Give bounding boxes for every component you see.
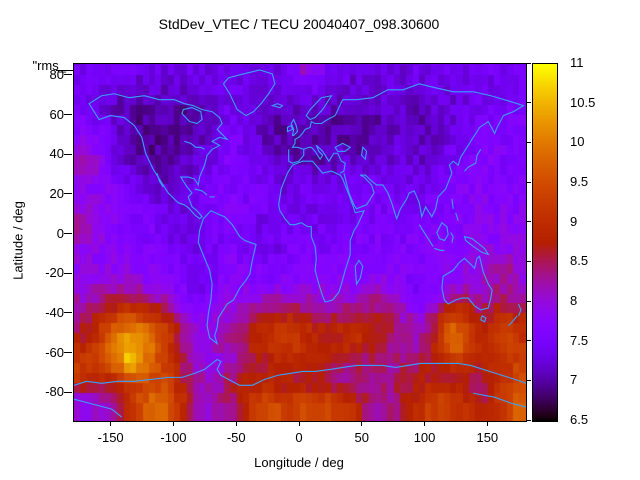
colorbar-gradient <box>533 64 557 421</box>
y-tick-label: 0 <box>56 225 64 241</box>
y-tick <box>64 193 72 195</box>
y-tick <box>64 153 72 155</box>
colorbar-tick-label: 9 <box>570 213 578 229</box>
colorbar-tick <box>526 141 531 143</box>
colorbar-tick <box>526 340 531 342</box>
colorbar-tick <box>526 419 531 421</box>
x-tick <box>486 422 488 426</box>
map-plot-area <box>73 63 527 422</box>
colorbar-tick <box>526 181 531 183</box>
chart-title: StdDev_VTEC / TECU 20040407_098.30600 <box>158 16 440 32</box>
colorbar <box>532 63 558 422</box>
colorbar-tick-label: 9.5 <box>570 174 589 189</box>
y-tick <box>64 114 72 116</box>
y-tick-label: 80 <box>49 66 64 82</box>
key-line-sample <box>56 70 73 71</box>
colorbar-tick <box>526 300 531 302</box>
x-tick-label: -100 <box>160 430 187 445</box>
colorbar-tick-label: 8.5 <box>570 253 589 269</box>
colorbar-tick-label: 10 <box>570 134 585 150</box>
x-tick-label: 0 <box>295 430 303 445</box>
colorbar-tick <box>526 221 531 223</box>
colorbar-tick-label: 11 <box>570 55 584 70</box>
x-tick-label: -50 <box>226 430 246 445</box>
colorbar-tick-label: 10.5 <box>570 94 596 110</box>
colorbar-tick-label: 7 <box>570 372 578 388</box>
y-tick-label: -40 <box>45 304 64 320</box>
x-tick <box>361 422 363 426</box>
y-tick <box>64 352 72 354</box>
x-tick-label: 100 <box>413 430 436 445</box>
colorbar-tick <box>526 260 531 262</box>
colorbar-tick-label: 8 <box>570 293 578 308</box>
x-tick <box>172 422 174 426</box>
colorbar-tick <box>526 62 531 64</box>
y-tick <box>64 312 72 314</box>
coastlines-overlay <box>74 64 526 421</box>
x-tick <box>298 422 300 426</box>
colorbar-tick-label: 7.5 <box>570 332 589 348</box>
y-tick-label: 60 <box>49 106 64 122</box>
y-tick-label: -20 <box>45 265 64 281</box>
vtec-heatmap <box>74 64 526 421</box>
y-tick <box>64 272 72 274</box>
x-tick <box>235 422 237 426</box>
y-tick-label: -80 <box>45 384 64 400</box>
y-tick <box>64 233 72 235</box>
y-tick <box>64 391 72 393</box>
x-tick-label: -150 <box>97 430 124 445</box>
x-tick <box>424 422 426 426</box>
y-tick-label: 20 <box>49 185 64 201</box>
colorbar-tick-label: 6.5 <box>570 412 589 427</box>
x-axis-label: Longitude / deg <box>254 455 344 470</box>
x-tick-label: 150 <box>476 430 499 445</box>
colorbar-tick <box>526 102 531 104</box>
y-tick-label: -60 <box>45 344 64 360</box>
key-label-rms: "rms_ <box>32 58 66 73</box>
coastline-paths <box>74 70 526 417</box>
x-tick <box>110 422 112 426</box>
y-tick-label: 40 <box>49 146 64 162</box>
y-tick <box>64 74 72 76</box>
x-tick-label: 50 <box>354 430 369 445</box>
colorbar-tick <box>526 379 531 381</box>
